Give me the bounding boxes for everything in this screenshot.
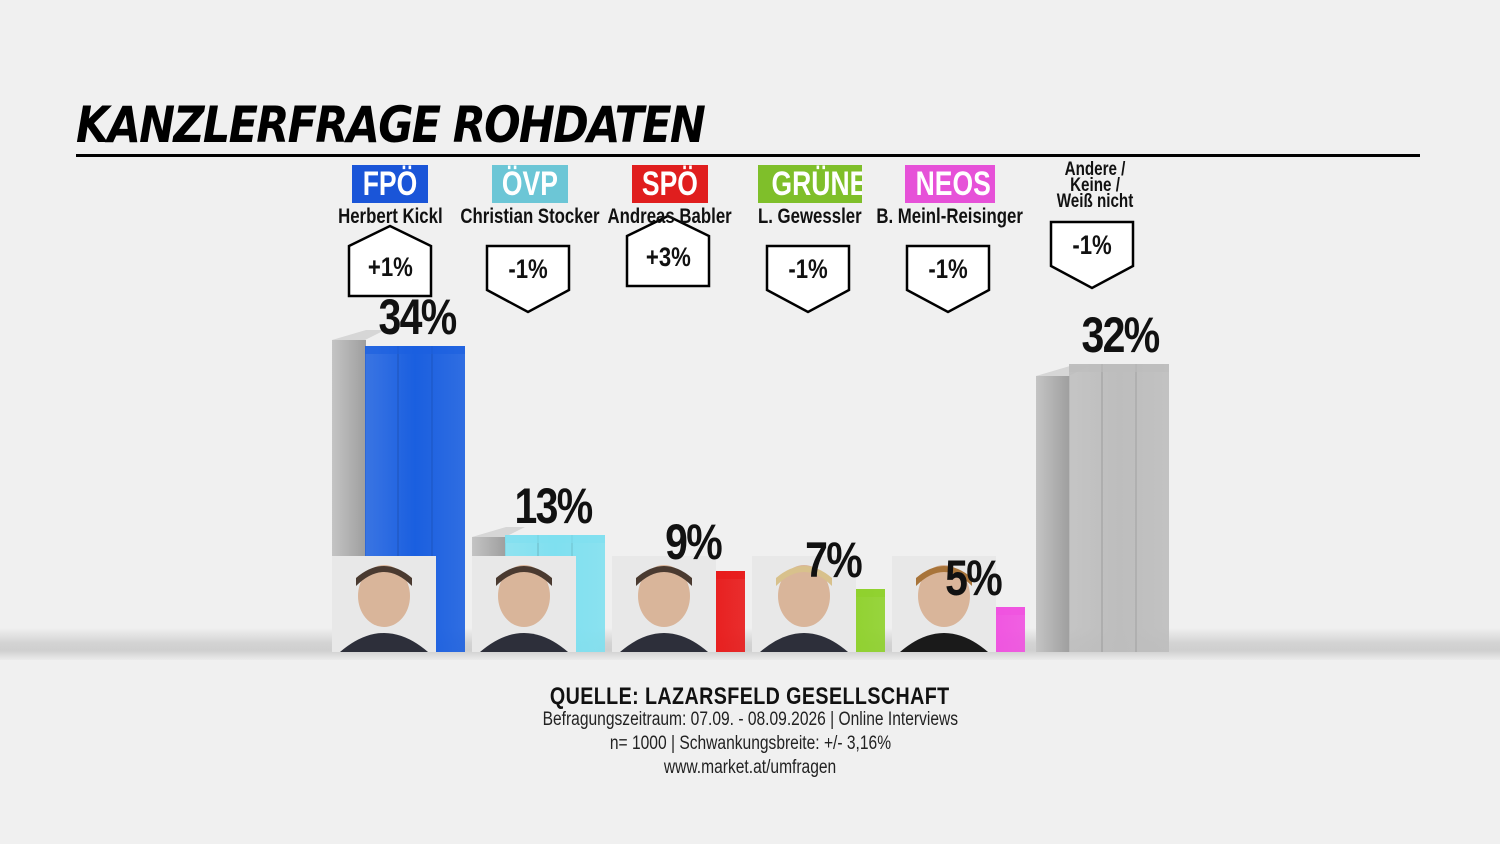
party-label: ÖVP — [492, 165, 568, 203]
change-value: -1% — [928, 254, 968, 284]
bar-group-5 — [1036, 364, 1169, 652]
source-title: QUELLE: LAZARSFELD GESELLSCHAFT — [550, 683, 950, 710]
survey-period: Befragungszeitraum: 07.09. - 08.09.2026 … — [542, 709, 958, 730]
candidate-name: Christian Stocker — [460, 205, 600, 228]
party-label: GRÜNE — [758, 165, 862, 203]
change-value: +1% — [367, 252, 413, 282]
candidate-photo — [752, 556, 856, 652]
value-label: 7% — [805, 532, 863, 588]
value-label: 34% — [378, 289, 457, 345]
candidate-photo — [612, 556, 716, 652]
other-label-line-2: Keine / — [1070, 175, 1120, 196]
party-label: NEOS — [905, 165, 995, 203]
candidate-name: L. Gewessler — [758, 205, 862, 228]
candidate-name: Herbert Kickl — [337, 205, 443, 228]
change-value: +3% — [645, 242, 691, 272]
party-label: FPÖ — [352, 165, 428, 203]
value-label: 32% — [1081, 307, 1160, 363]
bar-top-cap — [1069, 364, 1169, 372]
source-url: www.market.at/umfragen — [663, 757, 837, 778]
value-label: 13% — [514, 478, 593, 534]
value-label: 5% — [945, 550, 1003, 606]
bar-depth-top — [472, 527, 525, 537]
candidate-photo — [892, 556, 996, 652]
bar — [1069, 364, 1169, 652]
bar-top-cap — [365, 346, 465, 354]
other-label-line-1: Andere / — [1064, 159, 1126, 180]
party-label: SPÖ — [632, 165, 708, 203]
change-badge — [347, 224, 433, 298]
candidate-photo — [332, 556, 436, 652]
change-badge — [1049, 220, 1135, 290]
candidate-name: Andreas Babler — [607, 205, 733, 228]
value-label: 9% — [665, 514, 723, 570]
candidate-photo — [472, 556, 576, 652]
change-badge — [485, 244, 571, 314]
candidate-name: B. Meinl-Reisinger — [876, 205, 1024, 228]
bar-depth — [1036, 376, 1070, 652]
sample-info: n= 1000 | Schwankungsbreite: +/- 3,16% — [609, 733, 891, 754]
change-value: -1% — [508, 254, 548, 284]
other-label-line-3: Weiß nicht — [1056, 191, 1134, 212]
change-value: -1% — [1072, 230, 1112, 260]
change-value: -1% — [788, 254, 828, 284]
bar-top-cap — [505, 535, 605, 543]
other-category-label: Andere / Keine / Weiß nicht — [1030, 159, 1160, 212]
bar-depth-top — [332, 330, 385, 340]
chart-floor — [0, 628, 1500, 660]
title-rule — [76, 154, 1420, 157]
change-badge — [905, 244, 991, 314]
change-badge — [765, 244, 851, 314]
chart-title: KANZLERFRAGE ROHDATEN — [76, 96, 706, 154]
change-badge — [625, 214, 711, 288]
